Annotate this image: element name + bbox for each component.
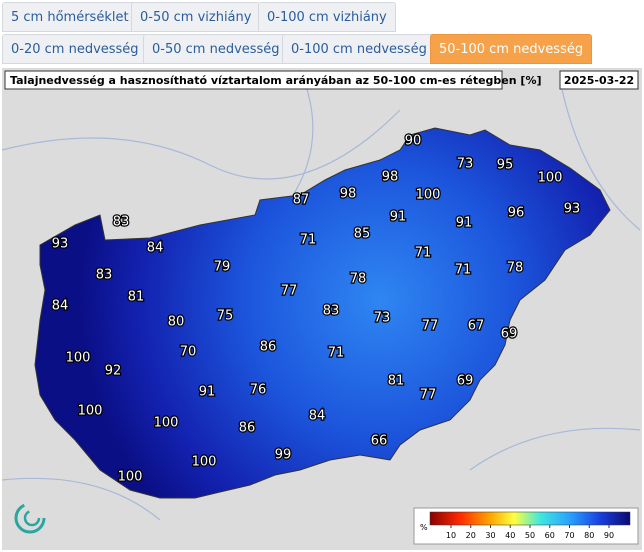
value-label: 73 <box>374 311 391 326</box>
value-label: 66 <box>371 434 388 449</box>
rivers <box>1 69 641 521</box>
value-label: 100 <box>154 416 179 431</box>
value-label: 71 <box>415 246 432 261</box>
value-label: 91 <box>456 216 473 231</box>
value-label: 93 <box>52 237 69 252</box>
value-label: 84 <box>52 299 69 314</box>
value-label: 85 <box>354 227 371 242</box>
value-label: 86 <box>260 340 277 355</box>
legend-tick-label: 60 <box>545 531 555 540</box>
value-label: 100 <box>192 455 217 470</box>
value-label: 95 <box>497 158 514 173</box>
value-label: 71 <box>300 233 317 248</box>
tab[interactable]: 0-100 cm vizhiány <box>258 2 396 32</box>
value-label: 76 <box>250 383 267 398</box>
value-label: 78 <box>507 261 524 276</box>
value-label: 77 <box>420 388 437 403</box>
value-label: 84 <box>309 409 326 424</box>
value-label: 90 <box>405 134 422 149</box>
country-shape <box>34 127 611 499</box>
legend-tick-label: 90 <box>604 531 614 540</box>
value-label: 71 <box>328 346 345 361</box>
value-label: 83 <box>113 215 130 230</box>
value-label: 67 <box>468 319 485 334</box>
value-label: 71 <box>455 263 472 278</box>
tab[interactable]: 0-50 cm vizhiány <box>131 2 261 32</box>
map-title: Talajnedvesség a hasznosítható víztartal… <box>10 74 542 87</box>
title-box <box>4 70 503 90</box>
value-label: 80 <box>168 315 185 330</box>
legend-tick-label: 20 <box>466 531 476 540</box>
value-label: 91 <box>199 385 216 400</box>
tab[interactable]: 0-20 cm nedvesség <box>2 34 148 64</box>
value-label: 100 <box>538 171 563 186</box>
value-label: 77 <box>422 319 439 334</box>
map-date: 2025-03-22 <box>564 74 634 87</box>
legend-tick-label: 30 <box>485 531 495 540</box>
value-label: 73 <box>457 157 474 172</box>
tab[interactable]: 0-100 cm nedvesség <box>282 34 436 64</box>
value-label: 84 <box>147 241 164 256</box>
value-label: 83 <box>96 268 113 283</box>
value-label: 79 <box>214 260 231 275</box>
value-label: 70 <box>180 345 197 360</box>
value-label: 77 <box>281 284 298 299</box>
date-box <box>559 70 639 90</box>
value-label: 87 <box>293 193 310 208</box>
colorbar <box>429 511 631 526</box>
value-label: 93 <box>564 202 581 217</box>
value-label: 98 <box>382 170 399 185</box>
legend-tick-label: 70 <box>564 531 574 540</box>
value-label: 75 <box>217 309 234 324</box>
tab[interactable]: 5 cm hőmérséklet <box>2 2 138 32</box>
value-label: 98 <box>340 187 357 202</box>
value-label: 69 <box>501 327 518 342</box>
value-label: 100 <box>66 351 91 366</box>
legend-tick-label: 50 <box>525 531 535 540</box>
value-label: 69 <box>457 374 474 389</box>
value-label: 99 <box>275 448 292 463</box>
value-label: 96 <box>508 206 525 221</box>
value-label: 86 <box>239 421 256 436</box>
value-label: 81 <box>388 374 405 389</box>
value-label: 92 <box>105 364 122 379</box>
legend-tick-label: 40 <box>505 531 515 540</box>
value-label: 81 <box>128 290 145 305</box>
legend-tick-label: 80 <box>584 531 594 540</box>
tab[interactable]: 50-100 cm nedvesség <box>430 34 593 64</box>
value-label: 100 <box>416 188 441 203</box>
value-label: 78 <box>350 272 367 287</box>
value-label: 91 <box>390 210 407 225</box>
value-label: 100 <box>118 470 143 485</box>
value-label: 100 <box>78 404 103 419</box>
legend-tick-label: 10 <box>446 531 456 540</box>
legend-unit: % <box>420 523 428 532</box>
value-label: 83 <box>323 304 340 319</box>
logo <box>14 502 46 534</box>
tab[interactable]: 0-50 cm nedvesség <box>143 34 289 64</box>
